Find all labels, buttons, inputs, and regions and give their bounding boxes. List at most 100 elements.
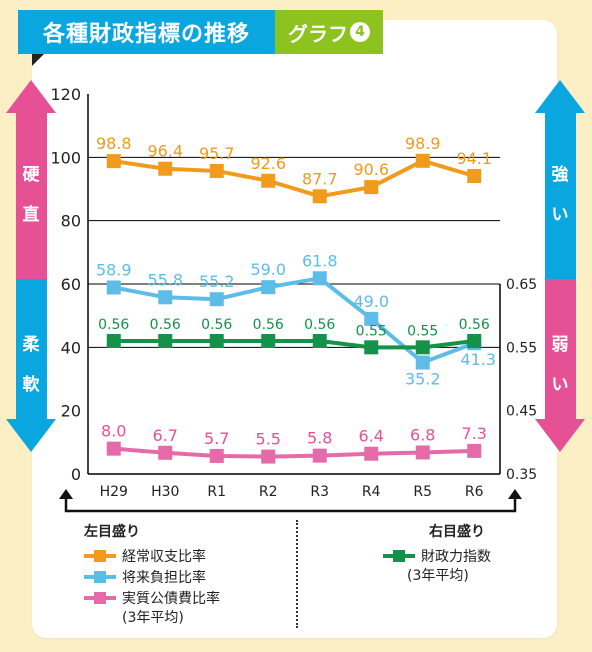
series-1-point-1 — [158, 290, 173, 305]
series-0-data-label-0: 98.8 — [96, 134, 132, 153]
graph-label: グラフ — [288, 21, 348, 46]
series-2-point-4 — [312, 334, 327, 348]
y-left-tick-label-6: 120 — [50, 85, 81, 104]
series-1-data-label-5: 49.0 — [353, 292, 389, 311]
series-1-data-label-0: 58.9 — [96, 260, 132, 279]
series-2-data-label-1: 0.56 — [150, 317, 181, 333]
series-0-data-label-7: 94.1 — [456, 149, 492, 168]
legend-divider — [296, 520, 298, 628]
x-tick-label-3: R2 — [259, 484, 278, 500]
series-1-data-label-6: 35.2 — [405, 370, 441, 389]
x-tick-label-6: R5 — [413, 484, 432, 500]
legend-right: 右目盛り 財政力指数 (3年平均) — [383, 521, 491, 587]
series-line-1 — [113, 276, 475, 365]
right-scale-arrow: 強 い 弱 い — [535, 80, 585, 452]
series-3-data-label-2: 5.7 — [204, 429, 229, 448]
x-tick-label-4: R3 — [310, 484, 329, 500]
series-0-data-label-3: 92.6 — [250, 154, 286, 173]
series-0-data-label-4: 87.7 — [302, 169, 338, 188]
series-0-data-label-6: 98.9 — [405, 134, 441, 153]
right-top-char-2: い — [552, 205, 569, 225]
x-tick-label-2: R1 — [207, 484, 226, 500]
series-1-data-label-7: 41.3 — [460, 350, 496, 369]
y-right-tick-label-1: 0.45 — [506, 404, 537, 420]
series-0-data-label-2: 95.7 — [199, 144, 235, 163]
series-3-point-1 — [158, 445, 173, 460]
series-2-data-label-7: 0.56 — [459, 317, 490, 333]
series-3-point-0 — [106, 441, 121, 456]
series-1-point-3 — [261, 280, 276, 295]
legend-label-rose: 実質公債費比率 — [122, 590, 220, 607]
series-0-point-3 — [261, 173, 276, 188]
y-left-tick-label-1: 20 — [61, 402, 81, 421]
left-bottom-char-1: 柔 — [23, 335, 41, 355]
series-1-point-0 — [106, 280, 121, 295]
series-3-data-label-1: 6.7 — [153, 426, 178, 445]
left-bottom-char-2: 軟 — [23, 374, 41, 395]
series-0-point-6 — [415, 153, 430, 168]
chart-card — [32, 20, 557, 638]
right-arrow-top-head — [535, 80, 585, 113]
series-0-point-1 — [158, 161, 173, 176]
y-left-tick-label-5: 100 — [50, 148, 81, 167]
bracket-right-head — [508, 489, 522, 499]
y-left-tick-label-2: 40 — [61, 338, 81, 357]
series-3-point-4 — [312, 448, 327, 463]
scale-bracket-arrow — [59, 489, 522, 513]
right-arrow-bottom-head — [535, 419, 585, 452]
x-tick-label-1: H30 — [151, 484, 179, 500]
legend-right-note: (3年平均) — [407, 568, 469, 584]
series-2-data-label-5: 0.55 — [356, 323, 387, 339]
series-3-data-label-0: 8.0 — [101, 422, 126, 441]
series-1-data-label-1: 55.8 — [147, 270, 183, 289]
x-tick-label-0: H29 — [100, 484, 128, 500]
x-tick-label-7: R6 — [465, 484, 484, 500]
series-0-point-0 — [106, 154, 121, 169]
legend-item-sky: 将来負担比率 — [84, 566, 220, 587]
series-1-point-5 — [364, 311, 379, 326]
series-3-point-7 — [467, 443, 482, 458]
y-right-tick-label-2: 0.55 — [506, 340, 537, 356]
left-scale-arrow: 硬 直 柔 軟 — [6, 80, 56, 452]
series-2-point-2 — [209, 334, 224, 348]
right-arrow-top-bar — [545, 113, 576, 279]
x-tick-label-5: R4 — [362, 484, 381, 500]
graph-number-badge: グラフ 4 — [275, 10, 383, 54]
series-3-point-5 — [364, 446, 379, 461]
y-left-tick-label-3: 60 — [61, 275, 81, 294]
legend-left-heading: 左目盛り — [84, 524, 140, 540]
right-bottom-char-1: 弱 — [552, 335, 569, 355]
series-0-point-4 — [312, 189, 327, 204]
legend-right-heading: 右目盛り — [429, 524, 485, 540]
series-3-point-2 — [209, 448, 224, 463]
legend-swatch-green — [383, 549, 415, 563]
bracket-line — [64, 497, 517, 513]
series-3-data-label-4: 5.8 — [307, 429, 332, 448]
legend-label-green: 財政力指数 — [421, 548, 491, 565]
left-top-char-1: 硬 — [23, 165, 41, 185]
series-1-point-6 — [415, 355, 430, 370]
chart-title: 各種財政指標の推移 — [18, 10, 275, 54]
series-3-data-label-6: 6.8 — [410, 425, 435, 444]
legend-item-rose: 実質公債費比率 — [84, 587, 220, 608]
legend-item-orange: 経常収支比率 — [84, 545, 220, 566]
right-bottom-char-2: い — [552, 375, 569, 395]
series-line-3 — [113, 446, 475, 459]
series-2-point-0 — [106, 334, 121, 348]
series-3-point-6 — [415, 445, 430, 460]
series-0-point-2 — [209, 163, 224, 178]
y-left-tick-label-4: 80 — [61, 212, 81, 231]
legend-left-note: (3年平均) — [122, 610, 184, 626]
y-left-tick-label-0: 0 — [71, 465, 81, 484]
bracket-left-head — [59, 489, 73, 499]
series-0-data-label-5: 90.6 — [353, 160, 389, 179]
series-1-point-4 — [312, 271, 327, 286]
series-2-data-label-0: 0.56 — [98, 317, 129, 333]
series-2-point-5 — [364, 340, 379, 355]
right-top-char-1: 強 — [552, 164, 569, 185]
legend-swatch-rose — [84, 591, 116, 605]
series-1-point-2 — [209, 292, 224, 307]
plot-area: 0 20 40 60 80 100 120 0.35 0.45 0.55 0.65 H29 H30 R1 R… — [50, 85, 537, 500]
series-2-point-7 — [467, 334, 482, 348]
series-0-point-5 — [364, 180, 379, 195]
